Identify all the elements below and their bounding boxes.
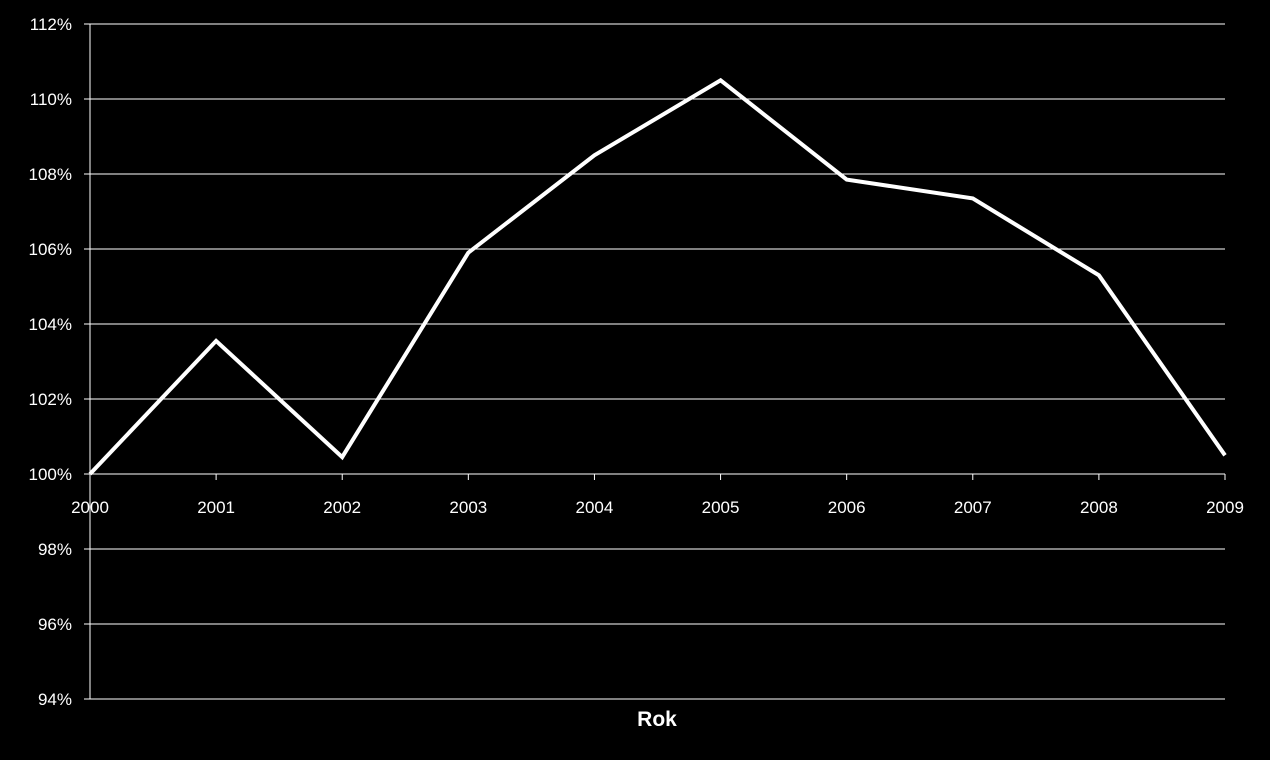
axes — [84, 23, 1226, 700]
y-tick-label: 108% — [29, 165, 72, 184]
y-tick-label: 96% — [38, 615, 72, 634]
gridlines — [90, 23, 1225, 700]
x-tick-label: 2003 — [449, 498, 487, 517]
y-tick-labels: 94% 96% 98% 100% 102% 104% 106% 108% 110% 112% — [29, 15, 72, 709]
x-tick-labels: 2000 2001 2002 2003 2004 2005 2006 2007 2008 2009 — [71, 498, 1244, 517]
y-tick-label: 112% — [30, 15, 72, 34]
x-tick-label: 2006 — [828, 498, 866, 517]
x-tick-label: 2008 — [1080, 498, 1118, 517]
y-tick-label: 106% — [29, 240, 72, 259]
x-tick-label: 2005 — [702, 498, 740, 517]
x-tick-label: 2007 — [954, 498, 992, 517]
series-line — [88, 77, 1227, 476]
x-tick-label: 2000 — [71, 498, 109, 517]
x-tick-label: 2001 — [197, 498, 235, 517]
y-tick-label: 102% — [29, 390, 72, 409]
x-tick-label: 2002 — [323, 498, 361, 517]
y-tick-label: 100% — [29, 465, 72, 484]
x-tick-label: 2004 — [576, 498, 614, 517]
x-tick-label: 2009 — [1206, 498, 1244, 517]
y-tick-label: 110% — [30, 90, 72, 109]
y-tick-label: 94% — [38, 690, 72, 709]
y-tick-label: 104% — [29, 315, 72, 334]
y-tick-label: 98% — [38, 540, 72, 559]
series — [88, 77, 1227, 476]
x-axis-title: Rok — [637, 708, 677, 731]
